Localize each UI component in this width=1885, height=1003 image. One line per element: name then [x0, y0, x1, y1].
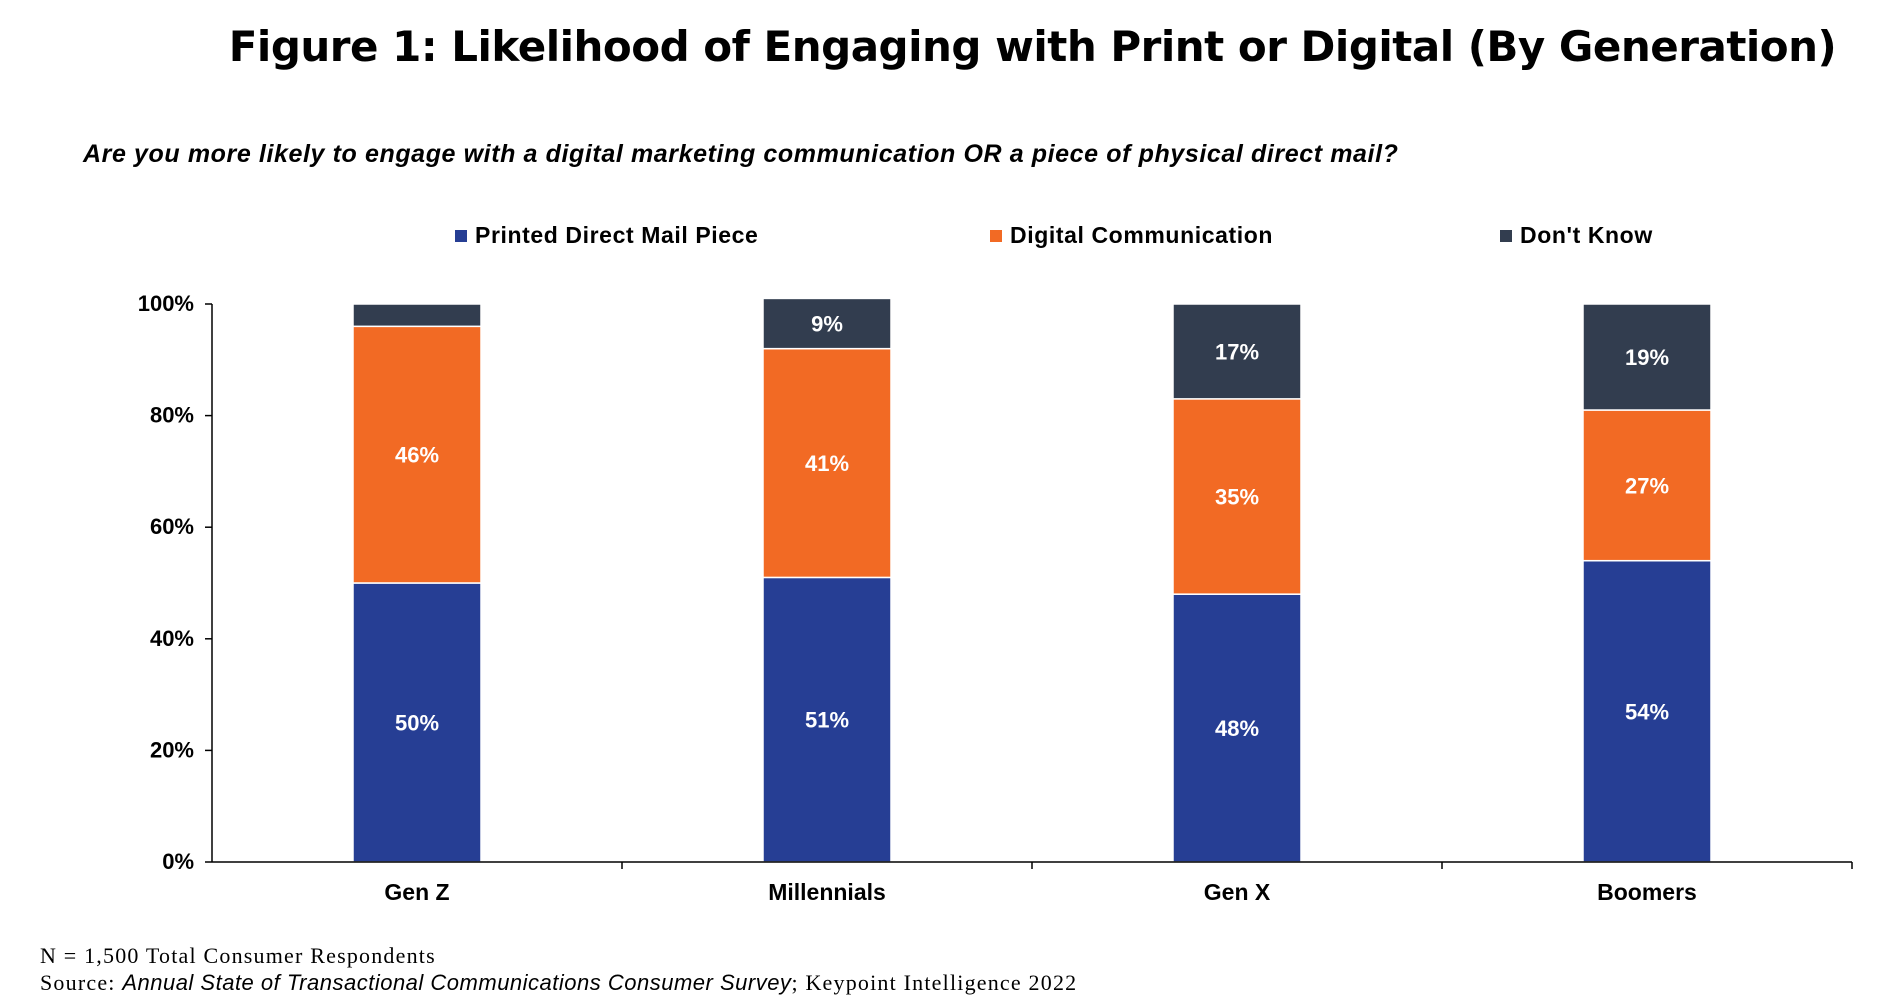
- legend-label-digital: Digital Communication: [1010, 222, 1274, 248]
- y-tick-label: 100%: [138, 291, 194, 316]
- bar-segment: [352, 303, 482, 328]
- data-label: 51%: [805, 708, 849, 733]
- y-tick-label: 20%: [150, 737, 194, 762]
- bar-segment: [762, 576, 892, 863]
- legend-label-printed: Printed Direct Mail Piece: [475, 222, 759, 248]
- bar-segment: [1172, 398, 1302, 595]
- x-tick-label: Gen Z: [384, 879, 449, 905]
- y-tick-label: 40%: [150, 626, 194, 651]
- data-label: 35%: [1215, 485, 1259, 510]
- data-label: 19%: [1625, 345, 1669, 370]
- chart-title: Figure 1: Likelihood of Engaging with Pr…: [228, 22, 1837, 71]
- legend-item-dont-know: Don't Know: [1500, 222, 1653, 249]
- legend-swatch-dont-know: [1500, 229, 1512, 242]
- bar-segment: [1582, 303, 1712, 411]
- bar-segment: [1172, 593, 1302, 863]
- y-tick-label: 80%: [150, 403, 194, 428]
- bar-segment: [1582, 559, 1712, 863]
- data-label: 9%: [811, 312, 843, 337]
- bar-segment: [762, 297, 892, 350]
- chart-subtitle: Are you more likely to engage with a dig…: [83, 140, 1399, 168]
- legend: Printed Direct Mail Piece Digital Commun…: [0, 222, 1885, 262]
- bar-segment: [352, 582, 482, 863]
- legend-swatch-digital: [990, 229, 1002, 242]
- legend-item-printed: Printed Direct Mail Piece: [455, 222, 758, 249]
- legend-label-dont-know: Don't Know: [1520, 222, 1653, 248]
- x-tick-label: Gen X: [1204, 879, 1271, 905]
- legend-swatch-printed: [455, 229, 467, 242]
- y-tick-label: 60%: [150, 514, 194, 539]
- data-label: 17%: [1215, 339, 1259, 364]
- data-label: 46%: [395, 443, 439, 468]
- data-label: 54%: [1625, 699, 1669, 724]
- legend-item-digital: Digital Communication: [990, 222, 1273, 249]
- footnote-source-title: Annual State of Transactional Communicat…: [122, 970, 792, 995]
- x-tick-label: Boomers: [1597, 879, 1697, 905]
- bar-segment: [1172, 303, 1302, 400]
- footnote-source: Source: Annual State of Transactional Co…: [40, 970, 1077, 996]
- data-label: 48%: [1215, 716, 1259, 741]
- data-label: 41%: [805, 451, 849, 476]
- bar-segment: [352, 325, 482, 584]
- data-label: 27%: [1625, 473, 1669, 498]
- bar-segment: [1582, 409, 1712, 562]
- y-tick-label: 0%: [162, 849, 194, 874]
- footnote-source-suffix: ; Keypoint Intelligence 2022: [791, 970, 1078, 995]
- footnote-sample-size: N = 1,500 Total Consumer Respondents: [40, 943, 436, 968]
- bar-segment: [762, 347, 892, 579]
- x-tick-label: Millennials: [768, 879, 886, 905]
- data-label: 50%: [395, 711, 439, 736]
- footnote-source-prefix: Source:: [40, 970, 123, 995]
